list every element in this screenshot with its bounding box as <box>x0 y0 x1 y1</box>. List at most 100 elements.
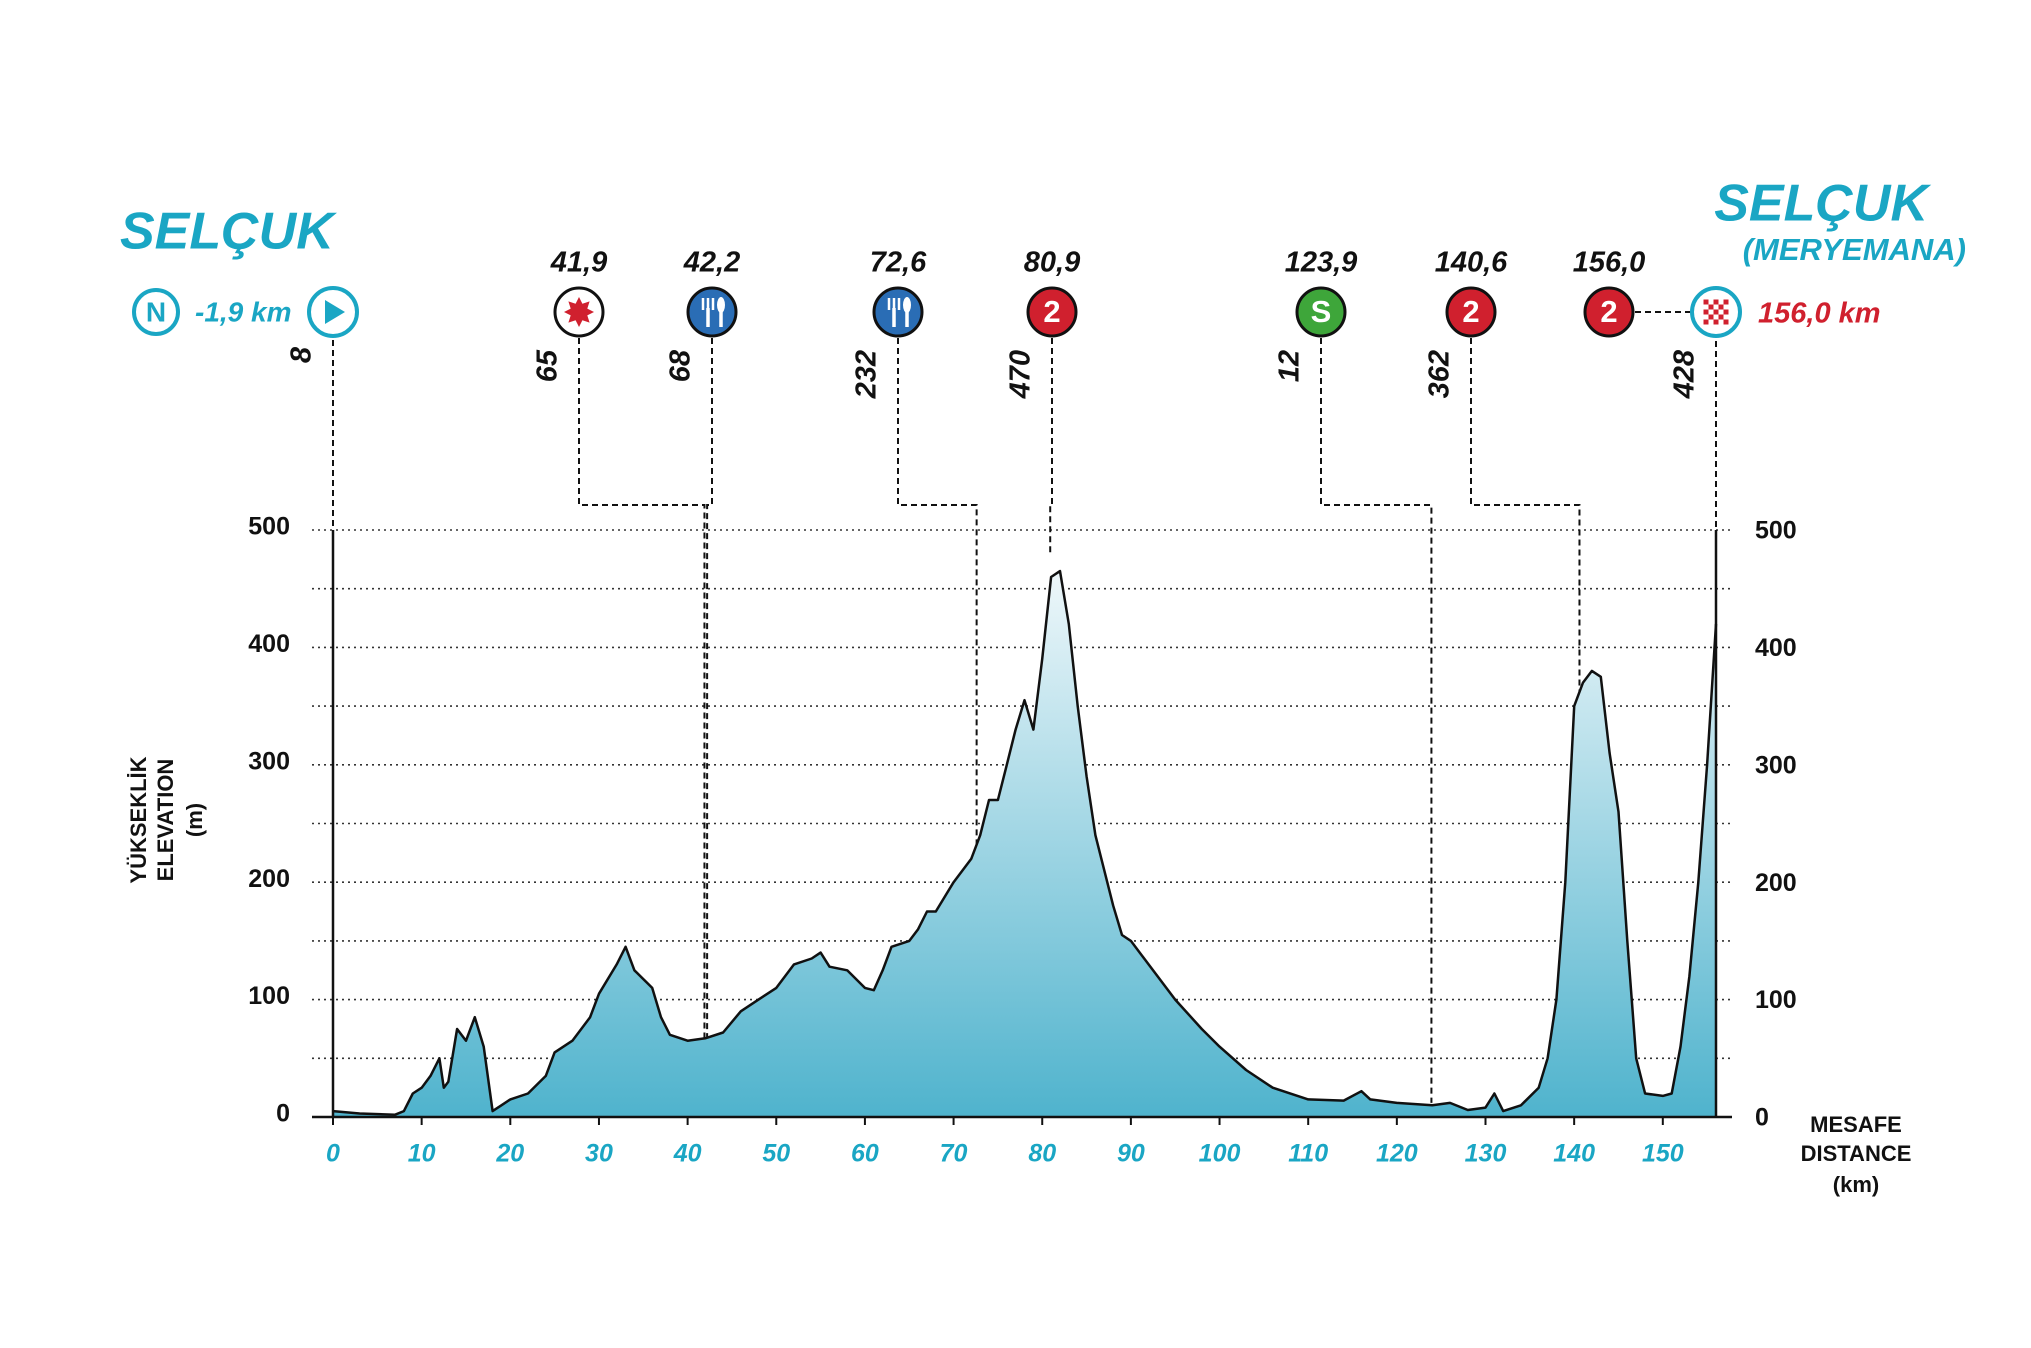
icon-circle <box>1445 286 1497 338</box>
marker-km: 140,6 <box>1435 247 1508 279</box>
finish-title: SELÇUK <box>1714 175 1931 233</box>
flag-square <box>1713 319 1719 325</box>
x-tick-label: 140 <box>1553 1140 1595 1168</box>
marker-icon <box>872 286 924 338</box>
marker-elevation: 65 <box>532 349 564 382</box>
marker-leader <box>1470 338 1581 693</box>
x-tick-label: 20 <box>495 1140 524 1168</box>
y-tick-label: 0 <box>276 1100 290 1128</box>
flag-square <box>1703 319 1709 325</box>
y-tick-label: 300 <box>248 747 290 775</box>
x-tick-label: 80 <box>1028 1140 1056 1168</box>
flag-square <box>1723 319 1729 325</box>
x-label-line: MESAFE <box>1810 1112 1902 1137</box>
flag-square <box>1708 314 1714 320</box>
profile-line <box>332 569 1718 1116</box>
marker-leader <box>1320 338 1433 1103</box>
x-tick-label: 10 <box>408 1140 436 1168</box>
marker-km: 123,9 <box>1285 247 1358 279</box>
x-tick-label: 120 <box>1376 1140 1418 1168</box>
neutral-icon <box>132 288 180 336</box>
icon-circle <box>1583 286 1635 338</box>
flag-square <box>1713 309 1719 315</box>
marker-elevation: 232 <box>851 350 883 399</box>
flag-square <box>1718 304 1724 310</box>
marker-km: 80,9 <box>1024 247 1080 279</box>
x-tick-label: 30 <box>585 1140 613 1168</box>
icon-symbol: 2 <box>1600 294 1617 329</box>
finish-icon <box>1690 286 1742 338</box>
flag-square <box>1703 299 1709 305</box>
marker-leader <box>1049 338 1053 556</box>
y-label-line: YÜKSEKLİK <box>126 756 151 883</box>
x-label-line: DISTANCE <box>1801 1141 1912 1166</box>
icon-circle <box>872 286 924 338</box>
icon-circle <box>686 286 738 338</box>
start-title: SELÇUK <box>120 203 337 261</box>
icon-circle <box>1295 286 1347 338</box>
marker-km: 72,6 <box>870 247 927 279</box>
icon-star <box>564 297 594 327</box>
marker-leader <box>578 338 706 1041</box>
marker-km: 41,9 <box>550 247 607 279</box>
marker-km: 42,2 <box>683 247 740 279</box>
y-tick-label: 200 <box>248 865 290 893</box>
x-tick-label: 130 <box>1465 1140 1507 1168</box>
marker-elevation: 362 <box>1424 350 1456 398</box>
marker-leader <box>706 338 713 1038</box>
x-tick-label: 70 <box>940 1140 968 1168</box>
y-tick-label: 100 <box>248 982 290 1010</box>
marker-km: 156,0 <box>1573 247 1646 279</box>
neutral-symbol: N <box>146 296 166 327</box>
y-tick-label: 500 <box>248 513 290 541</box>
x-tick-label: 50 <box>762 1140 790 1168</box>
marker-icon: 2 <box>1583 286 1635 338</box>
start-play <box>325 300 345 324</box>
x-tick-label: 100 <box>1199 1140 1241 1168</box>
flag-square <box>1713 299 1719 305</box>
y-tick-label-right: 200 <box>1755 869 1797 897</box>
marker-icon: S <box>1295 286 1347 338</box>
x-tick-label: 90 <box>1117 1140 1145 1168</box>
icon-symbol: S <box>1311 294 1332 329</box>
marker-elevation: 470 <box>1005 350 1037 399</box>
finish-subtitle: (MERYEMANA) <box>1743 232 1966 267</box>
x-tick-label: 40 <box>673 1140 702 1168</box>
x-label-line: (km) <box>1833 1172 1879 1197</box>
marker-elevation: 68 <box>665 349 697 382</box>
finish-distance: 156,0 km <box>1758 298 1881 330</box>
marker-elevation: 428 <box>1669 349 1701 399</box>
y-tick-label: 400 <box>248 630 290 658</box>
neutral-distance: -1,9 km <box>195 296 292 327</box>
flag-square <box>1708 304 1714 310</box>
y-tick-label-right: 0 <box>1755 1104 1769 1132</box>
marker-icon <box>553 286 605 338</box>
y-tick-label-right: 300 <box>1755 751 1797 779</box>
flag-square <box>1718 314 1724 320</box>
icon-knife <box>903 297 911 313</box>
icon-knife <box>717 297 725 313</box>
marker-icon: 2 <box>1026 286 1078 338</box>
marker-elevation: 12 <box>1274 350 1306 382</box>
icon-circle <box>1026 286 1078 338</box>
icon-symbol: 2 <box>1462 294 1479 329</box>
x-tick-label: 0 <box>326 1140 340 1168</box>
x-tick-label: 110 <box>1288 1140 1328 1168</box>
icon-symbol: 2 <box>1043 294 1060 329</box>
flag-square <box>1703 309 1709 315</box>
y-tick-label-right: 500 <box>1755 517 1797 545</box>
marker-icon <box>686 286 738 338</box>
y-tick-label-right: 400 <box>1755 634 1797 662</box>
area-fill <box>333 571 1716 1117</box>
y-label-line: (m) <box>182 803 207 837</box>
marker-icon: 2 <box>1445 286 1497 338</box>
y-tick-label-right: 100 <box>1755 986 1797 1014</box>
y-axis-label: YÜKSEKLİK ELEVATION (m) <box>126 756 207 883</box>
x-tick-label: 150 <box>1642 1140 1684 1168</box>
flag-square <box>1723 299 1729 305</box>
x-tick-label: 60 <box>851 1140 879 1168</box>
start-elevation: 8 <box>286 346 318 363</box>
marker-leader <box>897 338 978 845</box>
y-label-line: ELEVATION <box>153 759 178 882</box>
